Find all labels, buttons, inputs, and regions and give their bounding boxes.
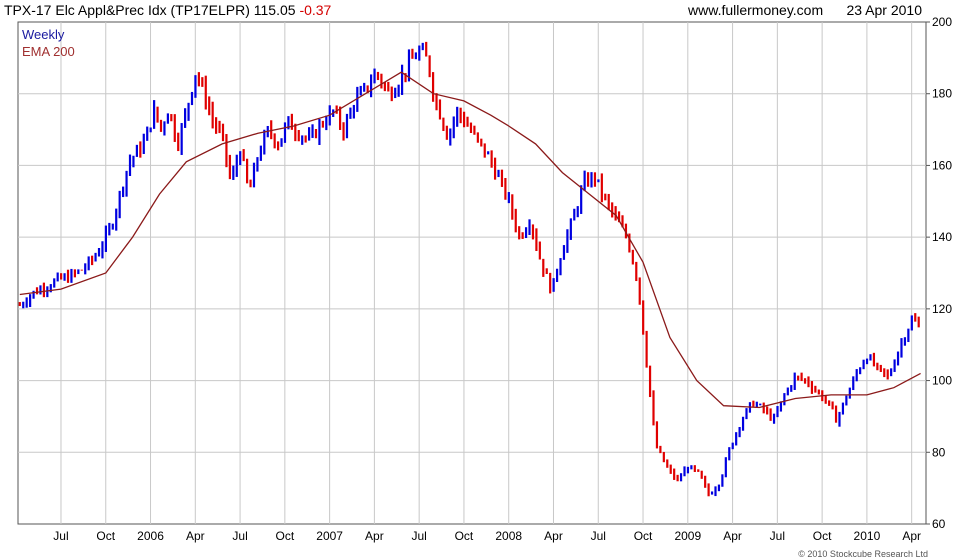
x-tick-label: Oct [634, 529, 653, 543]
x-tick-label: Jul [591, 529, 606, 543]
y-tick-label: 100 [932, 374, 952, 388]
x-tick-label: Jul [770, 529, 785, 543]
y-tick-label: 60 [932, 517, 946, 531]
price-change: -0.37 [299, 2, 332, 18]
y-tick-label: 80 [932, 445, 946, 459]
x-tick-label: 2008 [495, 529, 522, 543]
legend-weekly: Weekly [22, 27, 65, 42]
x-tick-label: Apr [544, 529, 563, 543]
x-tick-label: 2009 [674, 529, 701, 543]
legend-ema: EMA 200 [22, 44, 75, 59]
header-right: www.fullermoney.com 23 Apr 2010 [688, 0, 922, 20]
x-tick-label: 2007 [316, 529, 343, 543]
y-tick-label: 200 [932, 15, 952, 29]
x-tick-label: Apr [902, 529, 921, 543]
plot-frame [17, 21, 927, 525]
x-tick-label: Oct [276, 529, 295, 543]
x-tick-label: Oct [455, 529, 474, 543]
x-tick-label: 2010 [854, 529, 881, 543]
x-tick-label: Oct [96, 529, 115, 543]
y-tick-label: 180 [932, 87, 952, 101]
ema-200-line [19, 71, 921, 409]
chart-date: 23 Apr 2010 [846, 2, 922, 18]
y-tick-label: 120 [932, 302, 952, 316]
chart-title: TPX-17 Elc Appl&Prec Idx (TP17ELPR) 115.… [4, 0, 331, 20]
x-tick-label: Jul [411, 529, 426, 543]
copyright-footer: © 2010 Stockcube Research Ltd [798, 549, 928, 559]
x-tick-label: Jul [53, 529, 68, 543]
x-tick-label: Oct [813, 529, 832, 543]
site-link[interactable]: www.fullermoney.com [688, 2, 824, 18]
instrument-name: TPX-17 Elc Appl&Prec Idx (TP17ELPR) [4, 2, 250, 18]
x-tick-label: Apr [723, 529, 742, 543]
y-tick-label: 140 [932, 230, 952, 244]
last-price: 115.05 [253, 2, 296, 18]
x-tick-label: Apr [186, 529, 205, 543]
x-tick-label: Jul [232, 529, 247, 543]
x-tick-label: Apr [365, 529, 384, 543]
x-tick-label: 2006 [137, 529, 164, 543]
y-tick-label: 160 [932, 158, 952, 172]
